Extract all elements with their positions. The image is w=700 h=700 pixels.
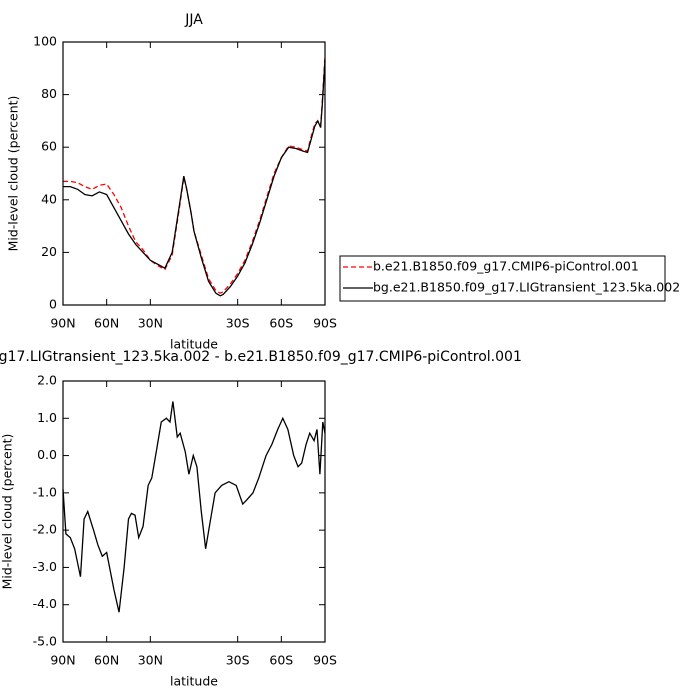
x-axis-label: latitude xyxy=(170,674,218,689)
x-tick-label: 60N xyxy=(94,653,119,668)
x-axis-label: latitude xyxy=(170,337,218,352)
y-tick-label: 0 xyxy=(49,297,57,312)
y-tick-label: 100 xyxy=(33,34,57,49)
y-tick-label: -5.0 xyxy=(33,634,57,649)
x-tick-label: 90S xyxy=(313,316,337,331)
data-line xyxy=(62,401,326,613)
x-tick-label: 60N xyxy=(94,316,119,331)
x-tick-label: 30N xyxy=(138,316,163,331)
y-tick-label: 0.0 xyxy=(37,447,57,462)
legend-label: b.e21.B1850.f09_g17.CMIP6-piControl.001 xyxy=(373,259,639,274)
y-axis-label: Mid-level cloud (percent) xyxy=(0,434,15,590)
x-tick-label: 90S xyxy=(313,653,337,668)
y-tick-label: 80 xyxy=(41,86,57,101)
y-axis-label: Mid-level cloud (percent) xyxy=(6,96,21,252)
plot-frame xyxy=(62,41,326,306)
y-tick-label: -2.0 xyxy=(33,522,57,537)
x-tick-label: 90N xyxy=(50,316,75,331)
data-line xyxy=(63,55,326,294)
y-tick-label: -1.0 xyxy=(33,484,57,499)
y-tick-label: -3.0 xyxy=(33,559,57,574)
y-tick-label: 1.0 xyxy=(37,410,57,425)
x-tick-label: 90N xyxy=(50,653,75,668)
legend-label: bg.e21.B1850.f09_g17.LIGtransient_123.5k… xyxy=(373,280,680,295)
y-tick-label: -4.0 xyxy=(33,596,57,611)
x-tick-label: 30S xyxy=(226,316,250,331)
y-tick-label: 40 xyxy=(41,191,57,206)
x-tick-label: 30N xyxy=(138,653,163,668)
chart-title: JJA xyxy=(184,12,203,28)
plot-frame xyxy=(62,380,326,643)
x-tick-label: 60S xyxy=(269,653,293,668)
x-tick-label: 60S xyxy=(269,316,293,331)
y-tick-label: 2.0 xyxy=(37,373,57,388)
y-tick-label: 20 xyxy=(41,244,57,259)
chart-title: bg.e21.B1850.f09_g17.LIGtransient_123.5k… xyxy=(0,349,522,365)
legend-box xyxy=(339,255,666,302)
y-tick-label: 60 xyxy=(41,139,57,154)
data-line xyxy=(63,60,326,297)
x-tick-label: 30S xyxy=(226,653,250,668)
